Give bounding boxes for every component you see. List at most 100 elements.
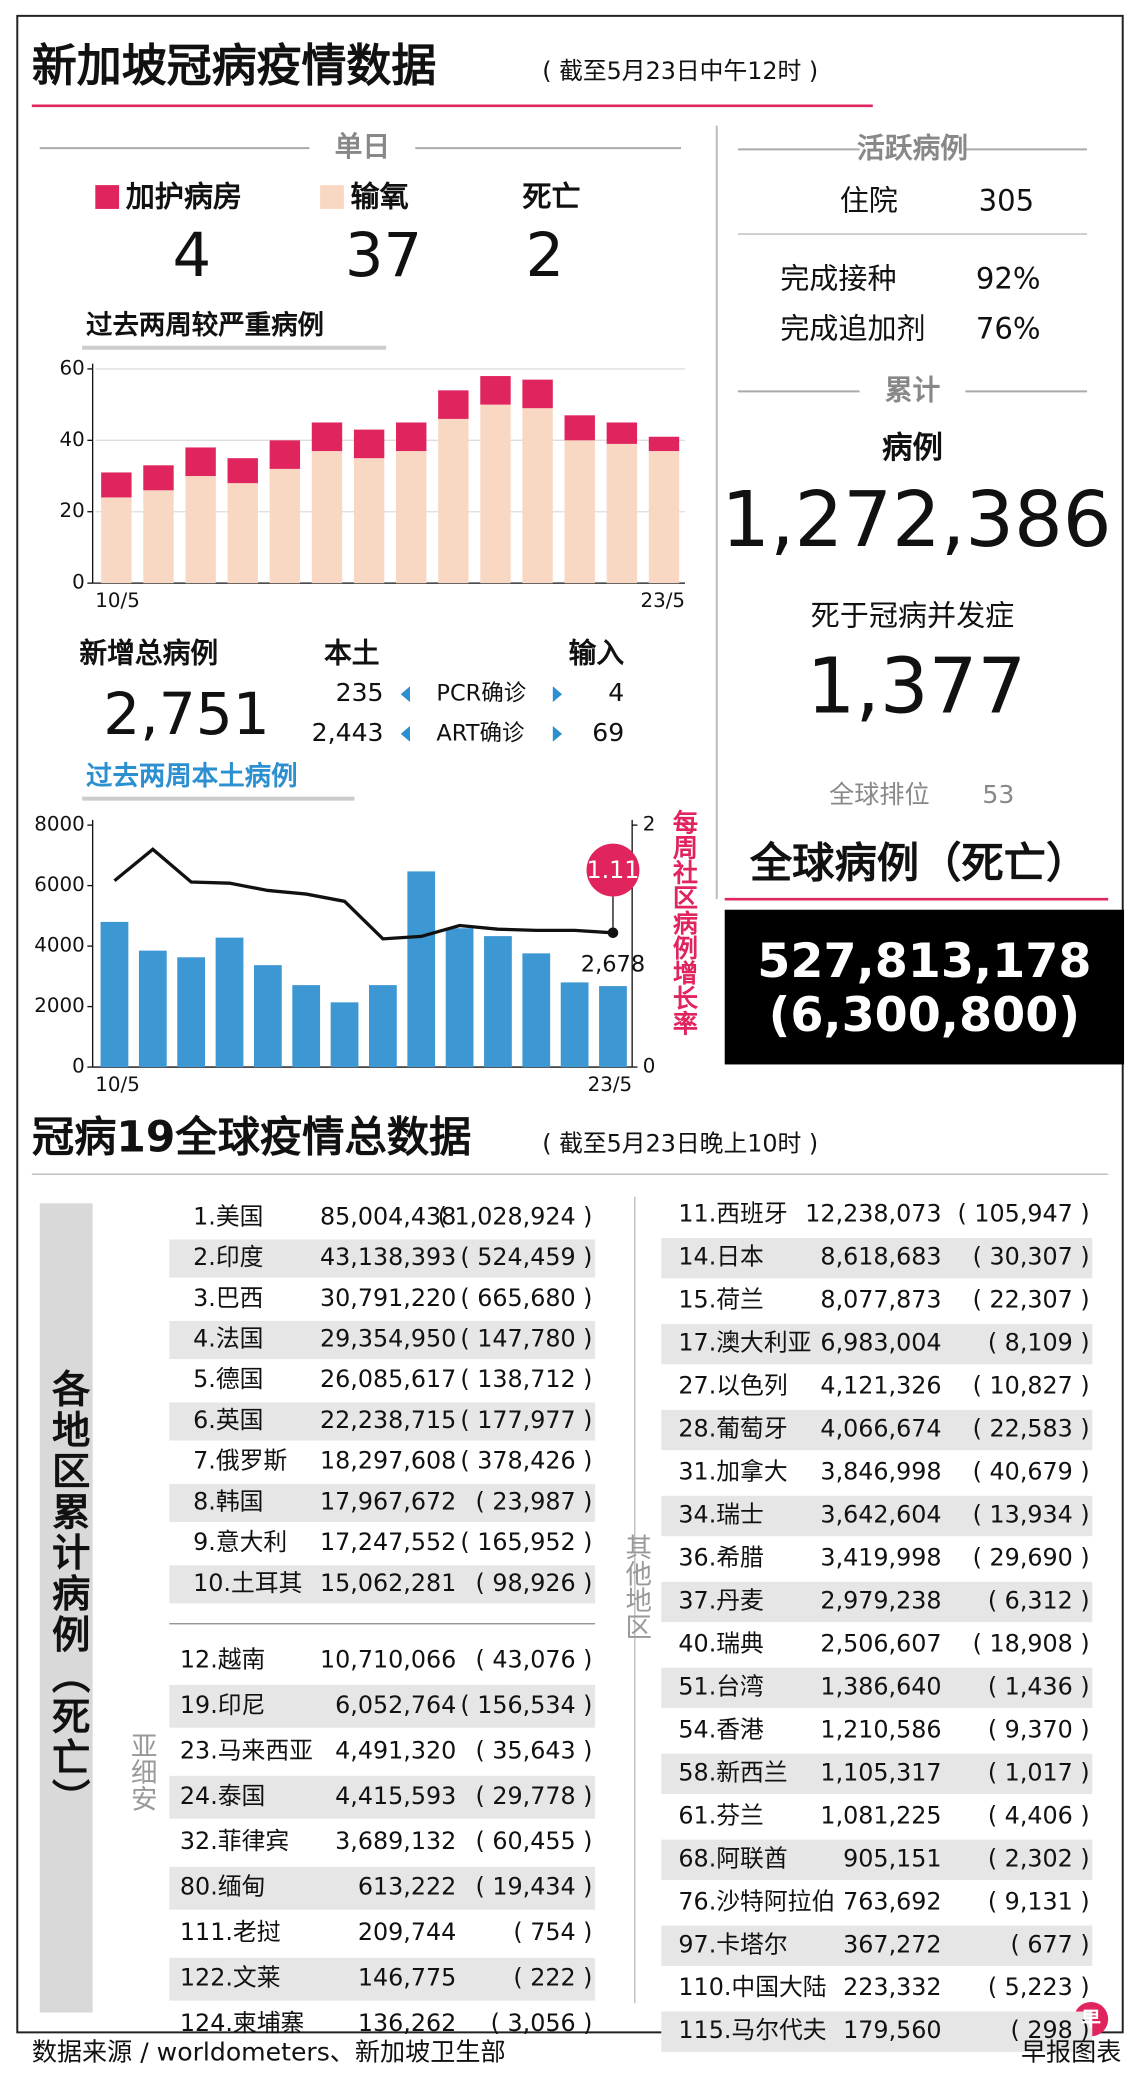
bar-segment (396, 422, 427, 452)
deaths: ( 60,455 ) (476, 1827, 593, 1855)
deaths: ( 22,583 ) (973, 1415, 1090, 1443)
cases: 3,419,998 (820, 1543, 941, 1571)
country: 12.越南 (180, 1645, 265, 1673)
y-tick-label: 40 (59, 428, 84, 451)
country: 3.巴西 (193, 1284, 263, 1312)
section-label: 累计 (885, 373, 941, 406)
source: 数据来源 / worldometers、新加坡卫生部 (32, 2038, 506, 2067)
country: 40.瑞典 (678, 1629, 763, 1657)
deaths: ( 40,679 ) (973, 1458, 1090, 1486)
bar-segment (101, 472, 132, 498)
deaths: ( 156,534 ) (460, 1691, 592, 1719)
bar-segment (311, 422, 343, 452)
y2-axis-label: 每周社区病例增长率 (669, 808, 699, 1035)
section-label: 单日 (335, 130, 391, 163)
group-label: 亚细安 (126, 1732, 157, 1811)
value-bubble (586, 843, 640, 897)
country: 23.马来西亚 (180, 1736, 313, 1764)
cases: 6,983,004 (820, 1329, 941, 1357)
label: 完成追加剂 (780, 312, 925, 346)
label: 4 (608, 678, 624, 707)
subtitle: ( 截至5月23日晚上10时 ) (542, 1130, 818, 1158)
cases: 43,138,393 (320, 1243, 456, 1271)
country: 37.丹麦 (678, 1586, 764, 1614)
cases: 4,066,674 (820, 1415, 941, 1443)
label: 全球病例（死亡） (749, 839, 1088, 888)
x-tick-label: 23/5 (641, 589, 686, 612)
label: 住院 (840, 183, 898, 217)
bar-segment (143, 465, 174, 491)
country: 4.法国 (193, 1325, 263, 1353)
bar-segment (606, 422, 638, 444)
country: 8.韩国 (193, 1487, 263, 1515)
cases: 905,151 (843, 1844, 941, 1872)
cases: 2,506,607 (820, 1629, 941, 1657)
cases: 12,238,073 (805, 1200, 941, 1228)
bar (100, 921, 129, 1068)
y-tick-label: 8000 (34, 813, 84, 836)
bar-segment (269, 440, 301, 469)
country: 115.马尔代夫 (678, 2016, 826, 2044)
big-number: (6,300,800) (769, 988, 1080, 1043)
bar-segment (311, 451, 343, 584)
deaths: ( 165,952 ) (460, 1528, 592, 1556)
bar (330, 1002, 359, 1068)
x-tick-label: 10/5 (95, 1073, 140, 1096)
row-shade (661, 1581, 1093, 1623)
x-tick-label: 10/5 (95, 589, 140, 612)
label: 92% (976, 261, 1041, 295)
row-shade (169, 1684, 596, 1728)
label: 2,443 (312, 718, 384, 747)
deaths: ( 2,302 ) (988, 1844, 1090, 1872)
country: 97.卡塔尔 (678, 1930, 787, 1958)
label: 69 (592, 718, 624, 747)
credit: 早报图表 (1021, 2038, 1121, 2067)
country: 34.瑞士 (678, 1501, 763, 1529)
big-number: 2 (526, 221, 565, 291)
big-number: 1,272,386 (721, 476, 1111, 565)
row-shade (661, 1839, 1093, 1880)
country: 10.土耳其 (193, 1569, 302, 1597)
chart-title: 过去两周本土病例 (86, 761, 298, 792)
y-tick-label: 2000 (34, 994, 84, 1017)
country: 61.芬兰 (678, 1801, 763, 1829)
title: 新加坡冠病疫情数据 (32, 39, 436, 92)
bar (484, 936, 512, 1068)
bar (560, 982, 589, 1068)
label: 病例 (882, 431, 943, 466)
cases: 367,272 (843, 1930, 941, 1958)
y-tick-label: 0 (72, 571, 85, 594)
row-shade (169, 1565, 596, 1604)
label: 235 (336, 678, 384, 707)
deaths: ( 35,643 ) (476, 1736, 593, 1764)
deaths: ( 8,109 ) (988, 1329, 1090, 1357)
y-tick-label: 20 (59, 499, 84, 522)
country: 14.日本 (678, 1243, 763, 1271)
cases: 10,710,066 (320, 1645, 456, 1673)
deaths: ( 4,406 ) (988, 1801, 1090, 1829)
logo-text: 早 (1081, 2008, 1101, 2031)
arrow (552, 686, 563, 703)
cases: 6,052,764 (335, 1691, 456, 1719)
country: 1.美国 (193, 1202, 263, 1230)
row-shade (169, 1866, 596, 1910)
deaths: ( 105,947 ) (958, 1200, 1090, 1228)
deaths: ( 19,434 ) (476, 1873, 593, 1901)
arrow (400, 686, 411, 703)
deaths: ( 138,712 ) (460, 1365, 592, 1393)
row-shade (661, 1495, 1093, 1537)
bar-segment (143, 490, 174, 584)
row-shade (169, 1239, 596, 1278)
country: 17.澳大利亚 (678, 1329, 811, 1357)
legend-label: 加护病房 (126, 179, 242, 213)
country: 111.老挝 (180, 1918, 281, 1946)
bar-segment (606, 443, 638, 584)
row-shade (169, 1402, 596, 1441)
deaths: ( 9,131 ) (988, 1887, 1090, 1915)
row-shade (661, 1237, 1093, 1279)
y-tick-label: 6000 (34, 873, 84, 896)
cases: 8,618,683 (820, 1243, 941, 1271)
cases: 763,692 (843, 1887, 941, 1915)
